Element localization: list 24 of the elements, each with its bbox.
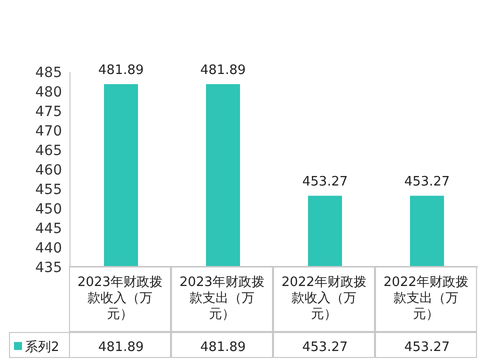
x-tick-label: 2023年财政拨款收入（万元） xyxy=(76,275,164,323)
data-label: 481.89 xyxy=(98,63,144,78)
text: 453.27 xyxy=(302,340,348,355)
y-tick-label: 435 xyxy=(35,260,62,276)
data-label: 453.27 xyxy=(404,174,450,190)
x-tick-label: 2023年财政拨款支出（万元） xyxy=(178,275,266,323)
data-label: 453.27 xyxy=(302,174,348,190)
y-tick-label: 445 xyxy=(35,221,62,237)
y-tick-label: 455 xyxy=(35,182,62,198)
y-tick-label: 450 xyxy=(35,202,62,218)
legend-label: 系列2 xyxy=(25,340,60,355)
y-tick-label: 480 xyxy=(35,84,62,100)
y-tick-label: 485 xyxy=(35,65,62,81)
text: 481.89 xyxy=(98,340,144,355)
y-tick-label: 460 xyxy=(35,162,62,178)
y-tick-label: 440 xyxy=(35,240,62,256)
y-tick-label: 475 xyxy=(35,104,62,120)
text: 453.27 xyxy=(404,340,450,355)
data-label: 481.89 xyxy=(200,63,246,78)
y-tick-label: 470 xyxy=(35,124,62,140)
y-tick-label: 465 xyxy=(35,143,62,159)
text: 481.89 xyxy=(200,340,246,355)
x-tick-label: 2022年财政拨款收入（万元） xyxy=(280,275,368,323)
x-tick-label: 2022年财政拨款支出（万元） xyxy=(382,275,470,323)
